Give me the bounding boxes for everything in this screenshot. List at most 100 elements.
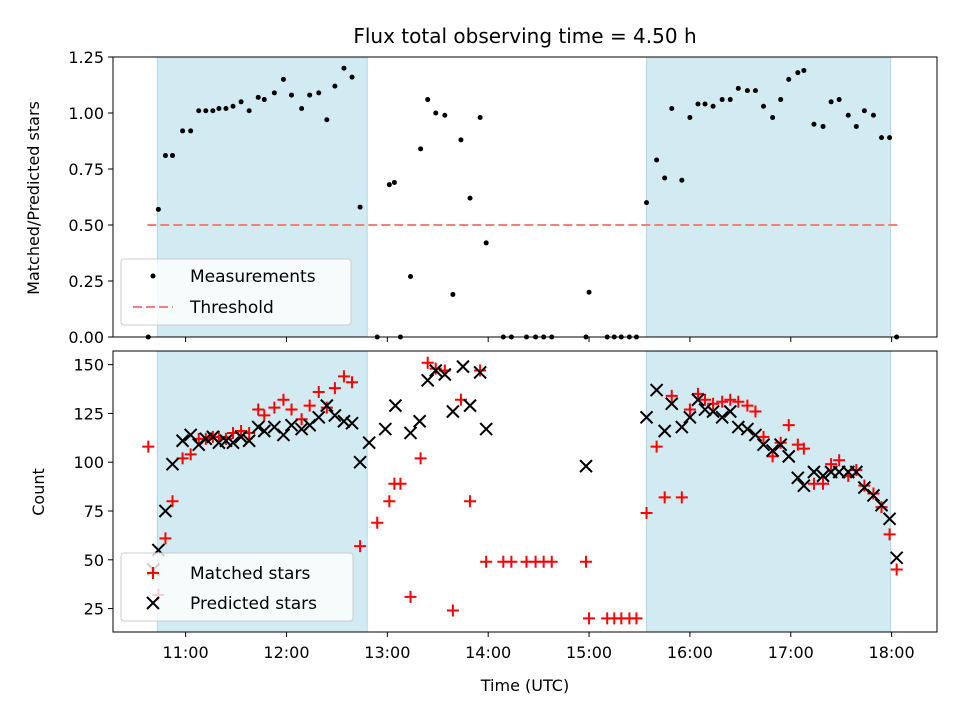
predicted-point [782, 449, 796, 464]
predicted-point [312, 410, 326, 425]
measurement-point [433, 110, 439, 116]
measurement-point [662, 175, 668, 181]
matched-point [707, 397, 720, 410]
matched-point [464, 495, 477, 508]
matched-point [252, 403, 265, 416]
matched-point [716, 395, 729, 408]
legend-box [120, 552, 354, 622]
matched-point [675, 491, 688, 504]
matched-point [142, 440, 155, 453]
measurement-point [324, 117, 330, 123]
matched-point [268, 401, 281, 414]
predicted-point [665, 396, 679, 411]
plot-frame [112, 56, 938, 338]
matched-point [474, 364, 487, 377]
x-axis-label: Time (UTC) [480, 676, 569, 695]
matched-point [875, 501, 888, 514]
predicted-point [362, 436, 376, 450]
measurement-point [752, 88, 758, 94]
matched-point [354, 540, 367, 553]
matched-point [383, 495, 396, 508]
predicted-point [473, 365, 487, 380]
measurement-point [261, 97, 267, 103]
matched-point [791, 438, 804, 451]
measurement-point [425, 97, 431, 103]
matched-point [766, 450, 779, 463]
plot-frame [112, 350, 938, 633]
predicted-point [242, 434, 256, 448]
matched-point [184, 448, 197, 461]
measurement-point [418, 146, 424, 152]
measurement-point [483, 240, 489, 246]
matched-point [850, 464, 863, 477]
predicted-point [257, 424, 271, 438]
matched-point [782, 419, 795, 432]
predicted-point [403, 426, 418, 440]
predicted-point [683, 410, 697, 425]
predicted-point [226, 436, 240, 450]
matched-point [421, 356, 434, 369]
measurement-point [349, 74, 355, 80]
matched-point [505, 555, 518, 568]
matched-point [371, 516, 384, 529]
matched-point [394, 477, 407, 490]
predicted-point [463, 398, 477, 413]
predicted-point [345, 416, 359, 430]
y-tick-label: 50 [84, 551, 104, 570]
x-tick-label: 12:00 [263, 643, 309, 662]
matched-point [346, 376, 359, 389]
y-tick-label: 0.75 [68, 160, 104, 179]
predicted-point [807, 465, 821, 479]
matched-point [640, 506, 653, 519]
measurement-point [870, 112, 876, 118]
matched-point [159, 532, 172, 545]
predicted-point [698, 402, 712, 417]
measurement-point [216, 106, 222, 112]
measurement-point [836, 97, 842, 103]
matched-point [797, 442, 810, 455]
measurement-point [238, 99, 244, 105]
predicted-point [849, 465, 864, 479]
predicted-point [165, 457, 180, 471]
measurement-point [408, 274, 414, 280]
measurement-point [695, 101, 701, 107]
measurement-point [702, 101, 708, 107]
predicted-point [874, 498, 889, 512]
measurement-point [687, 114, 693, 120]
measurement-point [786, 76, 792, 82]
matched-point [774, 436, 787, 449]
y-tick-label: 1.25 [68, 48, 104, 67]
x-tick-label: 16:00 [667, 643, 713, 662]
predicted-point [353, 455, 367, 469]
matched-point [446, 604, 459, 617]
x-tick-label: 18:00 [869, 643, 915, 662]
ratio-panel: 0.00 0.25 0.50 0.75 1.00 1.25 Matched/Predict… [24, 48, 938, 347]
measurement-point [811, 121, 817, 127]
measurement-point [654, 157, 660, 163]
matched-point [890, 563, 903, 576]
measurement-legend-marker [150, 273, 156, 279]
y-tick-label: 1.00 [68, 104, 104, 123]
predicted-point [251, 420, 265, 434]
matched-point [630, 612, 643, 625]
measurement-point [155, 206, 161, 212]
matched-point [665, 389, 678, 402]
predicted-point [388, 398, 403, 413]
measurement-point [477, 114, 483, 120]
measurement-point [778, 97, 784, 103]
predicted-point [479, 422, 493, 436]
measurement-point [710, 103, 716, 109]
matched-point [683, 403, 696, 416]
predicted-point [882, 512, 897, 526]
matched-point [741, 399, 754, 412]
predicted-point [183, 428, 198, 442]
predicted-point [284, 418, 299, 432]
y-tick-label: 0.00 [68, 328, 104, 347]
legend-box [120, 258, 352, 326]
matched-point [328, 382, 341, 395]
y-tick-label: 75 [84, 502, 104, 521]
predicted-point [294, 422, 309, 436]
matched-point [658, 491, 671, 504]
measurement-point [586, 289, 592, 295]
